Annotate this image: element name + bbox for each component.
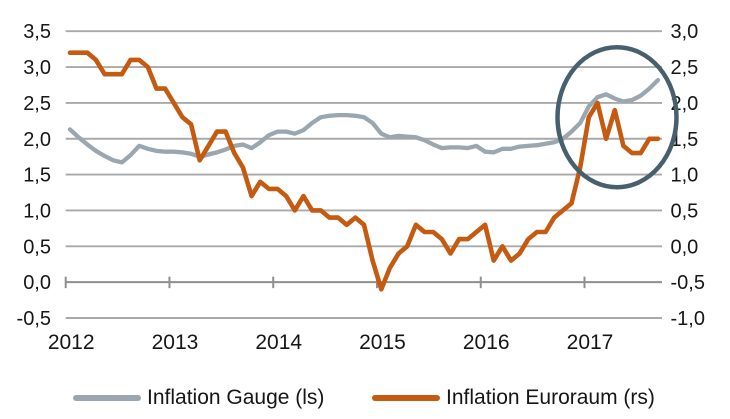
y-axis-right-label: 2,5 — [671, 57, 699, 79]
y-axis-right-label: 1,5 — [671, 129, 699, 151]
legend-label-inflation-euroraum: Inflation Euroraum (rs) — [446, 386, 655, 409]
y-axis-left-label: 0,0 — [23, 272, 51, 294]
y-axis-right-label: 0,5 — [671, 200, 699, 222]
legend-swatch-inflation-gauge — [73, 395, 141, 401]
x-axis-label-2015: 2015 — [359, 331, 406, 354]
y-axis-left-label: 2,5 — [23, 93, 51, 115]
x-axis-label-2017: 2017 — [567, 331, 614, 354]
x-axis-label-2014: 2014 — [255, 331, 302, 354]
legend-item-inflation-gauge: Inflation Gauge (ls) — [73, 383, 324, 413]
y-axis-left-label: 1,5 — [23, 165, 51, 187]
x-axis-label-2012: 2012 — [48, 331, 95, 354]
y-axis-right-label: 1,0 — [671, 165, 699, 187]
x-axis-label-2013: 2013 — [152, 331, 199, 354]
y-axis-left-label: 2,0 — [23, 129, 51, 151]
x-axis-label-2016: 2016 — [463, 331, 510, 354]
y-axis-right-label: 0,0 — [671, 236, 699, 258]
y-axis-right-label: 3,0 — [671, 21, 699, 43]
y-axis-right-label: -1,0 — [671, 308, 705, 330]
y-axis-left-label: 1,0 — [23, 200, 51, 222]
series-inflation-gauge-ls — [67, 77, 661, 165]
legend-swatch-inflation-euroraum — [372, 395, 440, 401]
legend-label-inflation-gauge: Inflation Gauge (ls) — [147, 386, 325, 409]
y-axis-right-label: -0,5 — [671, 272, 705, 294]
y-axis-left-label: -0,5 — [17, 308, 51, 330]
y-axis-left-label: 3,0 — [23, 57, 51, 79]
y-axis-left-label: 0,5 — [23, 236, 51, 258]
y-axis-left-label: 3,5 — [23, 21, 51, 43]
legend: Inflation Gauge (ls) Inflation Euroraum … — [0, 383, 730, 413]
chart-canvas: 2012 2013 2014 2015 2016 2017 3,5 3,0 2,5 2,0 1,5 1… — [17, 21, 705, 354]
series-inflation-euroraum-rs — [67, 50, 661, 292]
legend-item-inflation-euroraum: Inflation Euroraum (rs) — [372, 383, 655, 413]
highlight-ellipse — [555, 44, 679, 190]
